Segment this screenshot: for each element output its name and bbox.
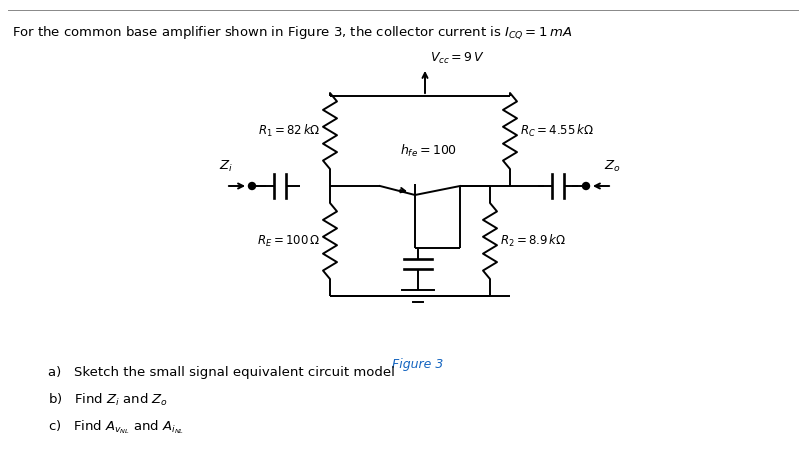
Text: Figure 3: Figure 3 — [393, 358, 443, 371]
Text: b)   Find $Z_i$ and $Z_o$: b) Find $Z_i$ and $Z_o$ — [48, 392, 168, 408]
Circle shape — [248, 183, 256, 190]
Circle shape — [583, 183, 589, 190]
Text: $Z_o$: $Z_o$ — [604, 159, 621, 174]
Text: $Z_i$: $Z_i$ — [219, 159, 233, 174]
Text: $h_{fe} = 100$: $h_{fe} = 100$ — [400, 143, 457, 159]
Text: $R_2 = 8.9\, k\Omega$: $R_2 = 8.9\, k\Omega$ — [500, 233, 566, 249]
Text: $R_1 = 82\, k\Omega$: $R_1 = 82\, k\Omega$ — [258, 123, 320, 139]
Text: $R_E = 100\, \Omega$: $R_E = 100\, \Omega$ — [257, 233, 320, 248]
Text: For the common base amplifier shown in Figure 3, the collector current is $I_{CQ: For the common base amplifier shown in F… — [12, 24, 572, 41]
Text: a)   Sketch the small signal equivalent circuit model: a) Sketch the small signal equivalent ci… — [48, 366, 395, 379]
Text: c)   Find $A_{v_{NL}}$ and $A_{i_{NL}}$: c) Find $A_{v_{NL}}$ and $A_{i_{NL}}$ — [48, 418, 184, 436]
Text: $R_C = 4.55\, k\Omega$: $R_C = 4.55\, k\Omega$ — [520, 123, 594, 139]
Text: $V_{cc} = 9\, V$: $V_{cc} = 9\, V$ — [430, 51, 485, 66]
